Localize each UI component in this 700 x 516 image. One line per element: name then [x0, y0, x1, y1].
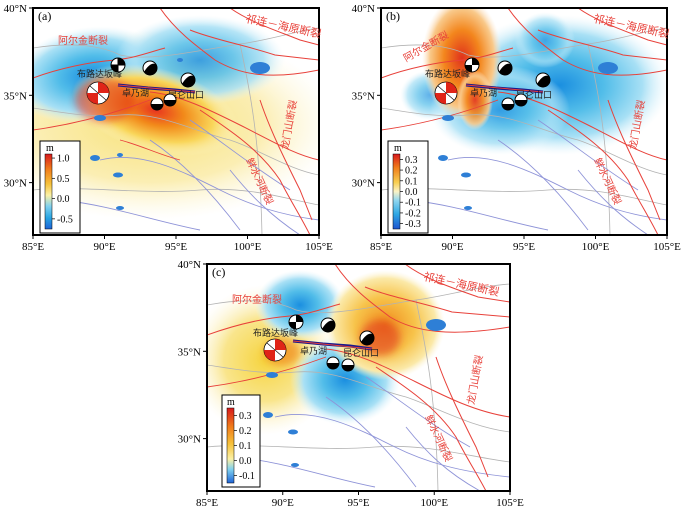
panel-b-cb-tick-label: 0.0: [405, 187, 418, 198]
panel-c-cb-tick-label: 0.0: [239, 456, 252, 467]
panel-b-cb-tick-label: -0.1: [405, 198, 421, 209]
panel-a-lon-tick-label: 85°E: [22, 241, 44, 253]
panel-a-cb-tick-label: 1.0: [57, 154, 70, 165]
panel-b: (b) 阿尔金断裂 祁连－海原断裂 布路达坂峰 昆仑山口 卓乃湖 鲜水河断裂 龙…: [380, 7, 671, 236]
beachball-small: [110, 57, 196, 111]
panel-c-cb-tick-label: 0.3: [239, 411, 252, 422]
beachball-large: [86, 81, 110, 105]
panel-c-cb-tick-label: 0.2: [239, 426, 252, 437]
panel-b-lon-tick-label: 100°E: [582, 241, 610, 253]
panel-a-cb-unit: m: [46, 143, 54, 154]
panel-a-lon-tick-label: 105°E: [305, 241, 333, 253]
fault-label-kunlun-b: 昆仑山口: [516, 89, 552, 100]
panel-c-cb-tick-label: -0.1: [239, 471, 255, 482]
panel-a-lon-tick-label: 90°E: [93, 241, 115, 253]
fault-label-zhuoyan-c: 卓乃湖: [300, 345, 327, 356]
panel-c-cb-tick-label: 0.1: [239, 441, 252, 452]
fault-label-altyn-c: 阿尔金断裂: [232, 293, 282, 306]
panel-c-lon-tick-label: 105°E: [496, 497, 524, 509]
panel-c-lon-tick-label: 95°E: [347, 497, 369, 509]
panel-a-lat-tick-label: 30°N: [4, 178, 27, 190]
panel-a-lon-tick-label: 100°E: [234, 241, 262, 253]
beachball-large-c: [263, 338, 287, 362]
panel-b-lat-tick-label: 35°N: [352, 90, 375, 102]
fault-label-buruo-c: 布路达坂峰: [253, 327, 298, 338]
panel-b-label: (b): [386, 9, 400, 23]
fault-label-kunlun-c: 昆仑山口: [343, 347, 379, 358]
fault-label-zhuoyan-b: 卓乃湖: [470, 87, 497, 98]
panel-c-cb-unit: m: [227, 397, 235, 408]
panel-b-field: [381, 8, 667, 235]
panel-c-geography: [207, 264, 510, 491]
panel-b-lon-tick-label: 90°E: [441, 241, 463, 253]
panel-a-cb-tick-label: 0.5: [57, 174, 70, 185]
panel-b-lon-tick-label: 85°E: [370, 241, 392, 253]
panel-b-colorbar: m 0.30.20.10.0-0.1-0.2-0.3: [387, 140, 429, 234]
panel-c-label: (c): [212, 265, 225, 279]
panel-b-lat-tick-label: 40°N: [352, 3, 375, 15]
beachball-large-b: [434, 81, 458, 105]
panel-a-colorbar: m 1.0 0.5 0.0 -0.5: [39, 140, 81, 234]
panel-b-cb-unit: m: [394, 143, 402, 154]
panel-c: (c) 阿尔金断裂 祁连－海原断裂 布路达坂峰 昆仑山口 卓乃湖 鲜水河断裂 龙…: [206, 263, 511, 492]
panel-b-cb-tick-label: 0.1: [405, 176, 418, 187]
panel-c-lat-tick-label: 35°N: [178, 346, 201, 358]
panel-c-lon-tick-label: 85°E: [196, 497, 218, 509]
panel-c-lon-tick-label: 100°E: [420, 497, 448, 509]
panel-a-cb-tick-label: -0.5: [57, 214, 73, 225]
beachball-small-b: [464, 57, 551, 111]
fault-label-buruo: 布路达坂峰: [77, 68, 122, 79]
panel-c-lat-tick-label: 30°N: [178, 434, 201, 446]
panel-b-lat-tick-label: 30°N: [352, 178, 375, 190]
axis-ticks: 85°E 90°E 95°E 100°E 105°E 40°N 35°N 30°N 85°E 90…: [4, 3, 681, 509]
panel-a-label: (a): [38, 9, 51, 23]
panel-b-lon-tick-label: 95°E: [513, 241, 535, 253]
panel-a-lat-tick-label: 35°N: [4, 90, 27, 102]
panel-c-lat-tick-label: 40°N: [178, 259, 201, 271]
panel-a-cb-tick-label: 0.0: [57, 194, 70, 205]
panel-a-field: [33, 8, 319, 235]
panel-b-cb-tick-label: -0.2: [405, 208, 421, 219]
panel-c-lon-tick-label: 90°E: [272, 497, 294, 509]
fault-label-altyn: 阿尔金断裂: [58, 34, 108, 47]
panel-b-cb-tick-label: 0.3: [405, 155, 418, 166]
panel-b-cb-tick-label: 0.2: [405, 166, 418, 177]
beachball-small-c: [288, 314, 375, 372]
panel-a: (a) 阿尔金断裂 祁连－海原断裂 布路达坂峰 昆仑山口 卓乃湖 鲜水河断裂 龙…: [32, 7, 323, 236]
panel-b-cb-tick-label: -0.3: [405, 219, 421, 230]
fault-label-zhuoyan: 卓乃湖: [122, 87, 149, 98]
panel-b-lon-tick-label: 105°E: [653, 241, 681, 253]
panel-a-lon-tick-label: 95°E: [165, 241, 187, 253]
panel-c-colorbar: m 0.3 0.2 0.1 0.0 -0.1: [221, 394, 261, 488]
fault-label-kunlun: 昆仑山口: [168, 89, 204, 100]
fault-label-buruo-b: 布路达坂峰: [425, 68, 470, 79]
panel-a-lat-tick-label: 40°N: [4, 3, 27, 15]
